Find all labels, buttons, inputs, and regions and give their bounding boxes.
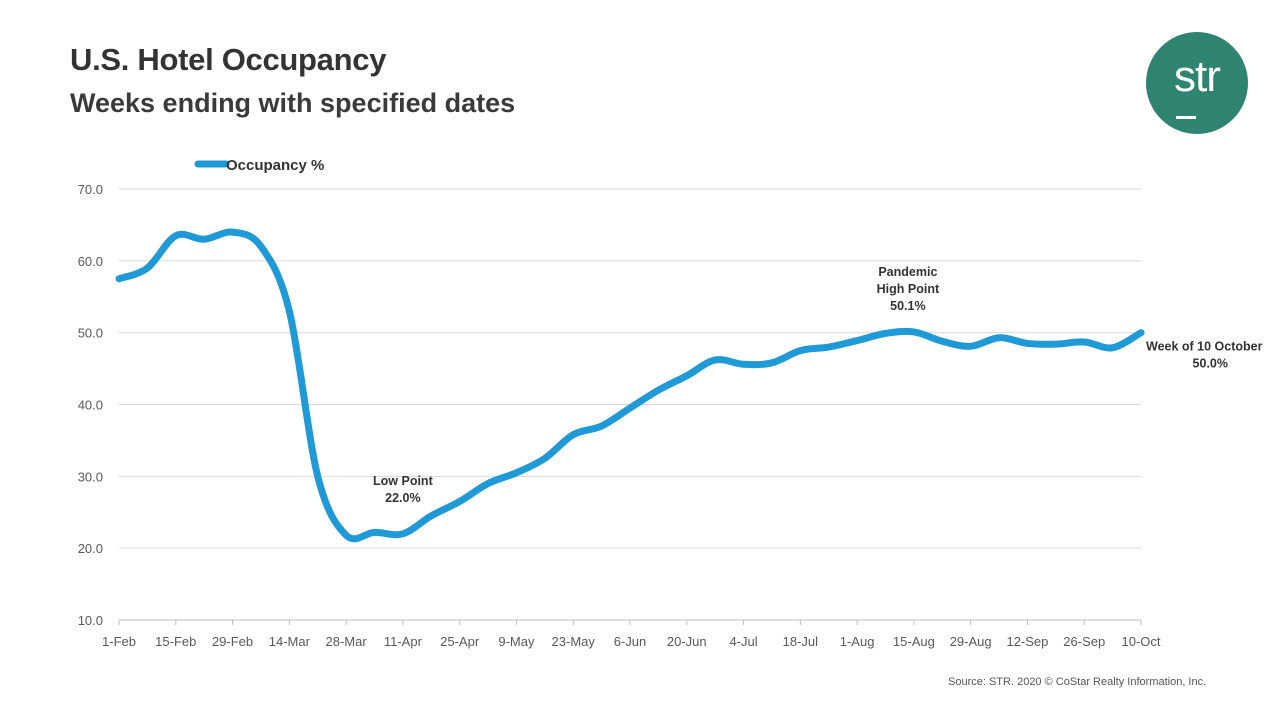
x-tick-label: 4-Jul [729,634,757,649]
y-tick-label: 20.0 [78,541,103,556]
x-tick-label: 1-Aug [840,634,875,649]
annotation-text: High Point [877,282,940,296]
annotation-text: Low Point [373,474,434,488]
x-tick-label: 9-May [498,634,535,649]
series-layer [115,228,1145,543]
y-tick-label: 40.0 [78,398,103,413]
annotation-text: Pandemic [878,265,937,279]
x-tick-label: 10-Oct [1121,634,1160,649]
x-axis-ticks: 1-Feb 15-Feb 29-Feb 14-Mar 28-Mar 11-Apr 25-Ap… [102,619,1161,649]
x-tick-label: 6-Jun [614,634,647,649]
annotation-text: 22.0% [385,491,420,505]
y-tick-label: 60.0 [78,254,103,269]
logo-text: str [1174,52,1221,101]
gridlines [119,188,1141,549]
y-tick-label: 10.0 [78,613,103,628]
annotation-text: 50.1% [890,299,925,313]
x-tick-label: 29-Feb [212,634,253,649]
x-tick-label: 12-Sep [1006,634,1048,649]
annotation-text: Week of 10 October [1146,340,1263,354]
x-tick-label: 18-Jul [783,634,819,649]
x-tick-label: 26-Sep [1063,634,1105,649]
y-tick-label: 50.0 [78,326,103,341]
x-tick-label: 11-Apr [384,634,423,649]
x-tick-label: 25-Apr [440,634,480,649]
x-tick-label: 15-Feb [155,634,196,649]
legend-label-occupancy: Occupancy % [226,157,324,174]
y-tick-label: 70.0 [78,182,103,197]
chart-title: U.S. Hotel Occupancy [70,42,387,77]
x-tick-label: 14-Mar [269,634,311,649]
x-tick-label: 1-Feb [102,634,136,649]
y-tick-label: 30.0 [78,469,103,484]
x-tick-label: 15-Aug [893,634,935,649]
series-line-occupancy [115,228,1145,543]
x-tick-label: 28-Mar [326,634,368,649]
logo-underline [1176,116,1196,119]
x-tick-label: 20-Jun [667,634,707,649]
legend: Occupancy % [194,157,324,174]
y-axis-ticks: 10.0 20.0 30.0 40.0 50.0 60.0 70.0 [78,182,103,628]
str-logo: str [1146,32,1248,134]
annotations-layer: Low Point 22.0% Pandemic High Point 50.1% Wee… [373,265,1263,505]
chart-subtitle: Weeks ending with specified dates [70,88,516,118]
source-note: Source: STR. 2020 © CoStar Realty Inform… [948,676,1207,688]
x-tick-label: 29-Aug [950,634,992,649]
annotation-text: 50.0% [1193,357,1228,371]
x-tick-label: 23-May [552,634,596,649]
